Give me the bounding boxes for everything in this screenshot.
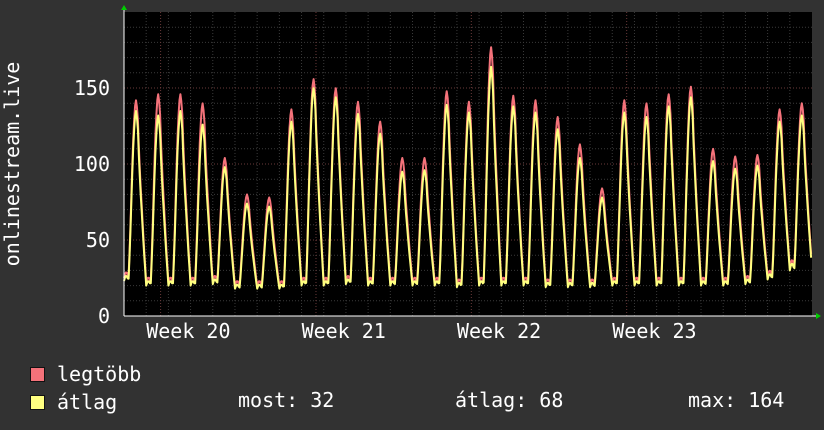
legend-item-avg: átlag bbox=[30, 388, 117, 416]
legend-label-max: legtöbb bbox=[57, 362, 142, 386]
stat-average: átlag: 68 bbox=[455, 388, 564, 412]
legend-item-max: legtöbb bbox=[30, 360, 141, 388]
legend-label-avg: átlag bbox=[57, 390, 118, 414]
x-tick-label: Week 20 bbox=[146, 319, 230, 343]
x-axis-arrow bbox=[816, 313, 821, 319]
y-axis-label: onlinestream.live bbox=[0, 62, 24, 267]
x-tick-label: Week 22 bbox=[457, 319, 541, 343]
legend: legtöbb átlag most: 32 átlag: 68 max: 16… bbox=[30, 360, 810, 424]
x-tick-label: Week 21 bbox=[302, 319, 386, 343]
stat-maximum: max: 164 bbox=[688, 388, 785, 412]
y-tick-label: 0 bbox=[98, 304, 110, 328]
series-line-avg bbox=[123, 65, 813, 290]
y-tick-label: 150 bbox=[74, 76, 110, 100]
line-chart: 0 50 100 150 Week 20 Week 21 Week 22 Week 23 onl… bbox=[0, 5, 821, 343]
plot-area bbox=[124, 12, 812, 316]
y-tick-label: 50 bbox=[86, 228, 110, 252]
stat-current: most: 32 bbox=[238, 388, 335, 412]
legend-swatch-avg bbox=[30, 394, 45, 410]
legend-swatch-max bbox=[30, 366, 45, 382]
y-tick-label: 100 bbox=[74, 152, 110, 176]
x-tick-label: Week 23 bbox=[612, 319, 696, 343]
y-axis-arrow bbox=[121, 5, 127, 10]
